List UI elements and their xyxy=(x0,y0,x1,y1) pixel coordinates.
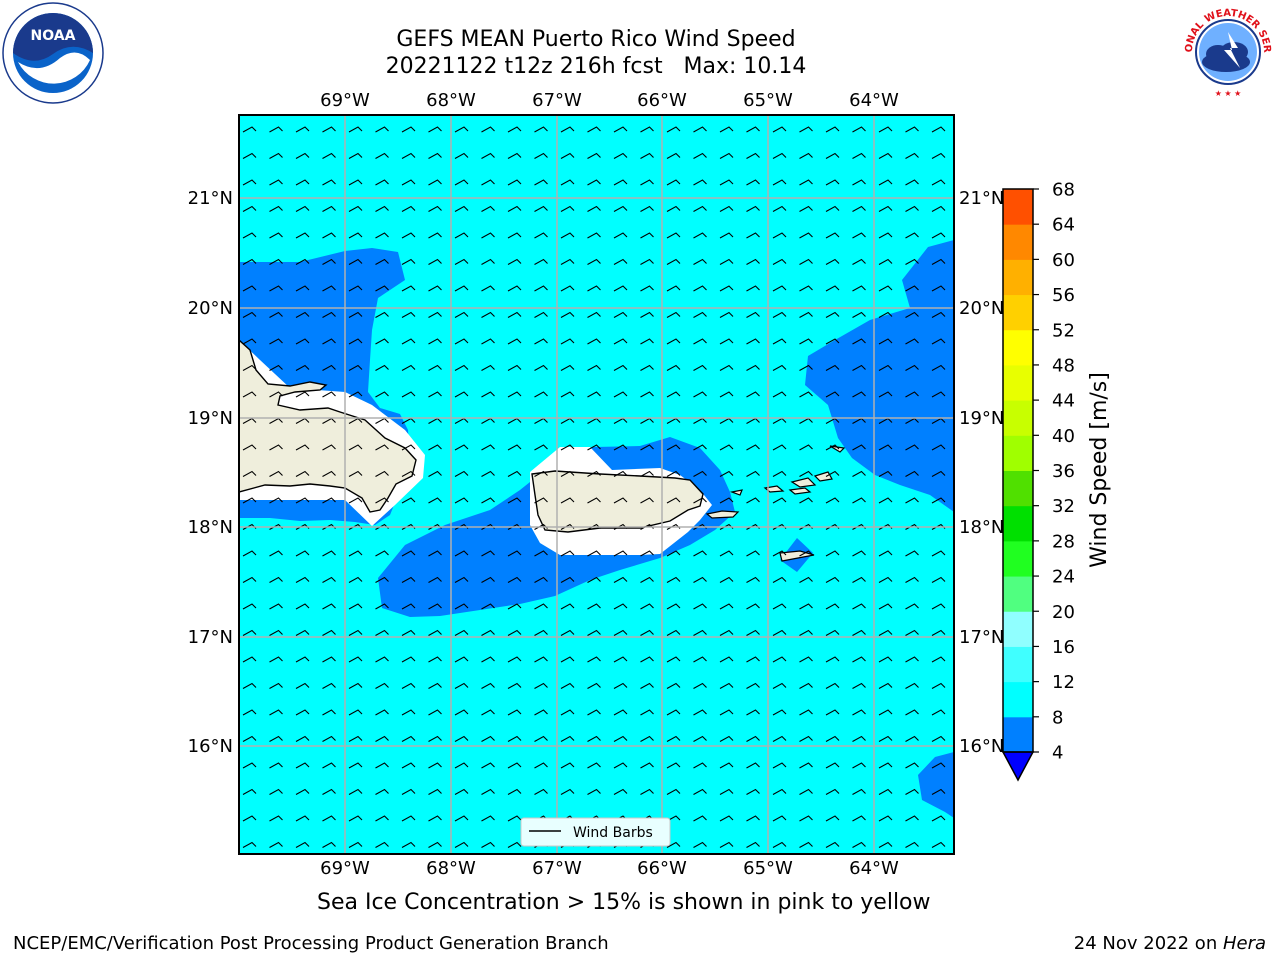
colorbar-tick-label: 64 xyxy=(1052,215,1075,236)
lat-label-left: 19°N xyxy=(188,408,233,429)
colorbar-tick-label: 44 xyxy=(1052,391,1075,412)
colorbar-segment xyxy=(1003,540,1033,577)
colorbar-tick-label: 68 xyxy=(1052,180,1075,201)
lat-label-left: 20°N xyxy=(188,298,233,319)
lon-label-bottom: 68°W xyxy=(426,858,476,879)
lon-label-top: 69°W xyxy=(320,90,370,111)
colorbar-tick-label: 36 xyxy=(1052,461,1075,482)
colorbar-tick-label: 8 xyxy=(1052,707,1063,728)
lon-label-bottom: 69°W xyxy=(320,858,370,879)
colorbar-tick-label: 20 xyxy=(1052,602,1075,623)
wind-barbs-field xyxy=(239,115,954,854)
lat-label-left: 16°N xyxy=(188,736,233,757)
org-credit: NCEP/EMC/Verification Post Processing Pr… xyxy=(13,933,609,954)
colorbar-segment xyxy=(1003,189,1033,225)
colorbar-tick-label: 16 xyxy=(1052,637,1075,658)
lat-label-right: 21°N xyxy=(959,188,1004,209)
lat-label-right: 20°N xyxy=(959,298,1004,319)
noaa-logo-text: NOAA xyxy=(31,28,76,44)
map-gridlines xyxy=(239,115,954,854)
legend-label: Wind Barbs xyxy=(573,825,653,841)
lat-label-left: 17°N xyxy=(188,627,233,648)
colorbar-tick-label: 32 xyxy=(1052,496,1075,517)
colorbar-segment xyxy=(1003,224,1033,260)
colorbar-tick-label: 56 xyxy=(1052,285,1075,306)
lat-label-right: 19°N xyxy=(959,408,1004,429)
lat-label-left: 21°N xyxy=(188,188,233,209)
colorbar-tick-label: 28 xyxy=(1052,531,1075,552)
colorbar-segment xyxy=(1003,364,1033,401)
date-credit: 24 Nov 2022 on Hera xyxy=(1074,933,1266,954)
colorbar-tick-label: 60 xyxy=(1052,250,1075,271)
colorbar-segment xyxy=(1003,470,1033,507)
colorbar-segment xyxy=(1003,329,1033,366)
lon-label-bottom: 65°W xyxy=(743,858,793,879)
colorbar-segment xyxy=(1003,611,1033,647)
map-subtitle: 20221122 t12z 216h fcst Max: 10.14 xyxy=(385,54,807,79)
colorbar-label: Wind Speed [m/s] xyxy=(1087,372,1112,568)
map-plot-area: Wind Barbs xyxy=(239,115,954,854)
colorbar-segment xyxy=(1003,259,1033,296)
date-text: 24 Nov 2022 on xyxy=(1073,933,1223,954)
lon-label-top: 64°W xyxy=(849,90,899,111)
colorbar-segment xyxy=(1003,505,1033,542)
colorbar-tick-label: 24 xyxy=(1052,567,1075,588)
lon-label-top: 66°W xyxy=(637,90,687,111)
svg-text:★ ★ ★: ★ ★ ★ xyxy=(1215,89,1242,98)
lat-label-right: 16°N xyxy=(959,736,1004,757)
colorbar-tick-label: 12 xyxy=(1052,672,1075,693)
map-title: GEFS MEAN Puerto Rico Wind Speed xyxy=(396,27,796,52)
lat-label-right: 18°N xyxy=(959,517,1004,538)
lon-label-bottom: 64°W xyxy=(849,858,899,879)
colorbar-segment xyxy=(1003,294,1033,331)
colorbar-segment xyxy=(1003,681,1033,718)
colorbar-tick-label: 40 xyxy=(1052,426,1075,447)
machine-name: Hera xyxy=(1222,933,1266,954)
colorbar-segment xyxy=(1003,716,1033,753)
lat-label-right: 17°N xyxy=(959,627,1004,648)
lon-label-bottom: 66°W xyxy=(637,858,687,879)
colorbar-tick-label: 4 xyxy=(1052,743,1063,764)
colorbar-tick-label: 52 xyxy=(1052,320,1075,341)
colorbar-segment xyxy=(1003,576,1033,612)
lon-label-bottom: 67°W xyxy=(532,858,582,879)
lat-label-left: 18°N xyxy=(188,517,233,538)
colorbar-tick-label: 48 xyxy=(1052,355,1075,376)
map-frame xyxy=(238,114,955,855)
nws-logo: NATIONAL WEATHER SERVICE ★ ★ ★ xyxy=(1178,2,1276,100)
sea-ice-note: Sea Ice Concentration > 15% is shown in … xyxy=(317,890,931,915)
colorbar-segment xyxy=(1003,400,1033,436)
lon-label-top: 68°W xyxy=(426,90,476,111)
noaa-logo: NOAA xyxy=(2,2,104,104)
colorbar-segment xyxy=(1003,435,1033,471)
wind-barbs-legend: Wind Barbs xyxy=(520,817,671,847)
lon-label-top: 67°W xyxy=(532,90,582,111)
colorbar-extend-triangle xyxy=(1001,751,1035,782)
lon-label-top: 65°W xyxy=(743,90,793,111)
colorbar-segment xyxy=(1003,646,1033,683)
